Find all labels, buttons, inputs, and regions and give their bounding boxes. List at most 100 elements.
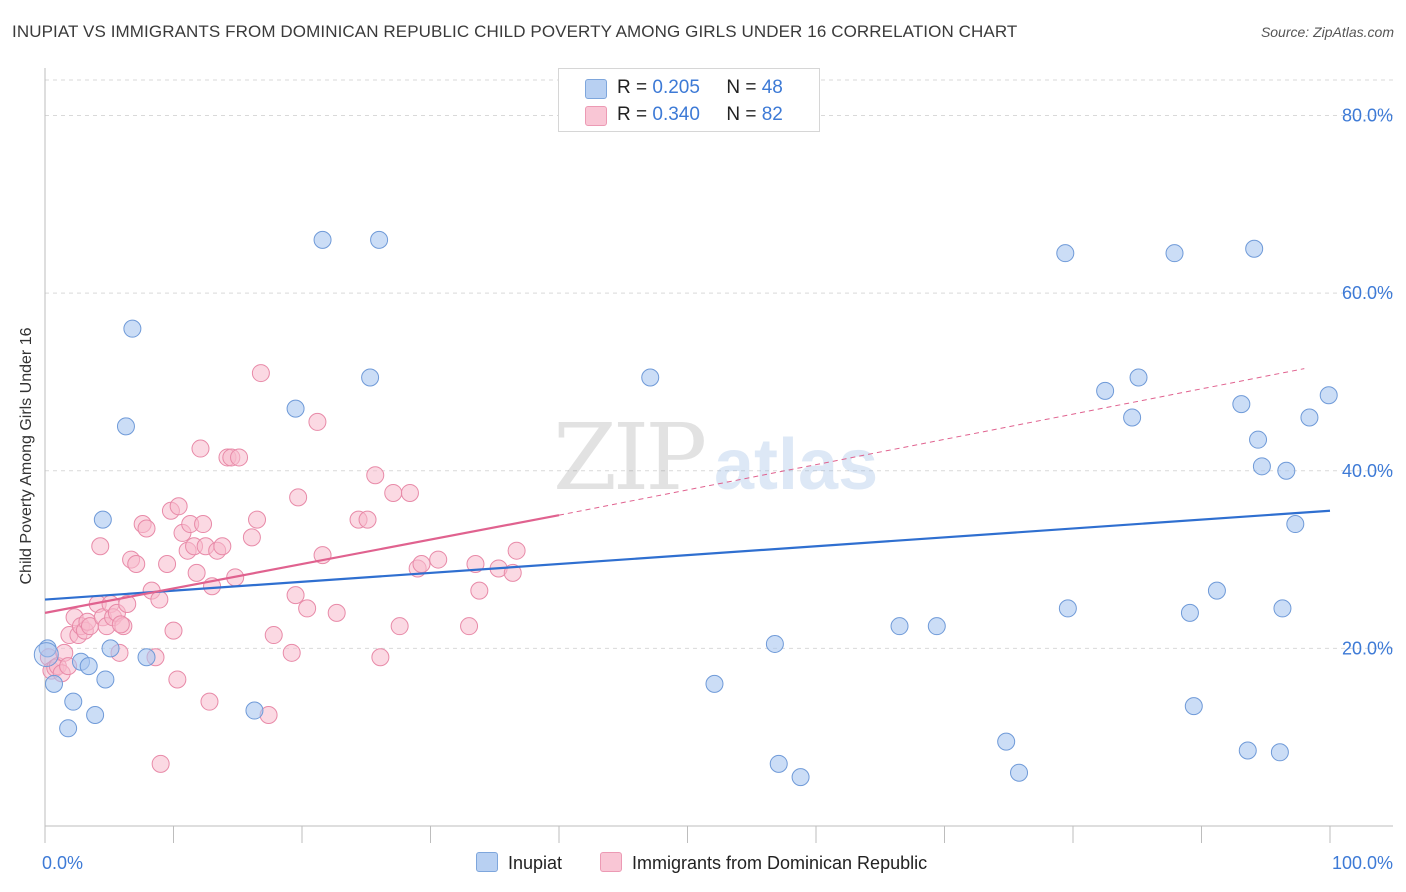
dominican-point xyxy=(470,581,489,600)
dominican-point xyxy=(466,555,485,574)
dominican-point xyxy=(248,510,267,529)
dominican-point xyxy=(460,617,479,636)
inupiat-point xyxy=(1123,408,1142,427)
inupiat-point xyxy=(1010,763,1029,782)
bottom-legend-swatch-inupiat xyxy=(476,852,498,872)
inupiat-point xyxy=(1319,386,1338,405)
inupiat-point xyxy=(93,510,112,529)
bottom-legend-dominican: Immigrants from Dominican Republic xyxy=(600,852,927,874)
inupiat-point xyxy=(890,617,909,636)
inupiat-point xyxy=(1286,515,1305,534)
dominican-point xyxy=(164,621,183,640)
dominican-point xyxy=(289,488,308,507)
inupiat-point xyxy=(769,754,788,773)
dominican-point xyxy=(194,515,213,534)
inupiat-point xyxy=(64,692,83,711)
dominican-point xyxy=(118,594,137,613)
y-tick-label: 60.0% xyxy=(1342,283,1393,303)
y-tick-label: 40.0% xyxy=(1342,461,1393,481)
y-tick-label: 80.0% xyxy=(1342,106,1393,126)
watermark-zip: ZIP xyxy=(553,404,704,511)
dominican-point xyxy=(251,364,270,383)
dominican-point xyxy=(169,497,188,516)
dominican-point xyxy=(390,617,409,636)
inupiat-point xyxy=(1207,581,1226,600)
inupiat-point xyxy=(123,319,142,338)
dominican-point xyxy=(400,483,419,502)
legend-r-value: 0.340 xyxy=(652,104,700,125)
dominican-point xyxy=(371,648,390,667)
dominican-point xyxy=(264,626,283,645)
inupiat-point xyxy=(101,639,120,658)
dominican-point xyxy=(230,448,249,467)
inupiat-point xyxy=(96,670,115,689)
inupiat-point xyxy=(1249,430,1268,449)
dominican-point xyxy=(366,466,385,485)
x-tick-label: 0.0% xyxy=(42,853,83,873)
legend-n-label: N = xyxy=(726,104,757,125)
inupiat-point xyxy=(116,417,135,436)
dominican-trend-extension xyxy=(558,368,1305,516)
dominican-point xyxy=(308,412,327,431)
dominican-point xyxy=(168,670,187,689)
inupiat-point xyxy=(1058,599,1077,618)
inupiat-point xyxy=(137,648,156,667)
legend: R = 0.205 N = 48 R = 0.340 N = 82 xyxy=(558,68,820,132)
grid-lines xyxy=(45,79,1393,649)
dominican-point xyxy=(200,692,219,711)
y-tick-label: 20.0% xyxy=(1342,638,1393,658)
bottom-legend-label: Immigrants from Dominican Republic xyxy=(632,853,928,873)
inupiat-point xyxy=(1252,457,1271,476)
legend-r-label: R = xyxy=(617,77,648,98)
inupiat-point xyxy=(1180,603,1199,622)
watermark: ZIP atlas xyxy=(553,404,878,511)
inupiat-point xyxy=(1238,741,1257,760)
inupiat-point xyxy=(370,230,389,249)
legend-swatch-inupiat xyxy=(585,79,607,99)
dominican-point xyxy=(327,603,346,622)
inupiat-point xyxy=(86,705,105,724)
dominican-point xyxy=(429,550,448,569)
inupiat-point xyxy=(286,399,305,418)
legend-n-label: N = xyxy=(726,77,757,98)
inupiat-point xyxy=(33,642,59,668)
inupiat-points xyxy=(33,230,1338,787)
trend-lines xyxy=(44,368,1331,614)
inupiat-point xyxy=(59,719,78,738)
dominican-point xyxy=(151,754,170,773)
dominican-point xyxy=(242,528,261,547)
bottom-legend-label: Inupiat xyxy=(508,853,563,873)
inupiat-point xyxy=(641,368,660,387)
dominican-point xyxy=(191,439,210,458)
dominican-point xyxy=(384,483,403,502)
watermark-atlas: atlas xyxy=(714,425,878,505)
x-tick-label: 100.0% xyxy=(1332,853,1393,873)
inupiat-point xyxy=(1232,395,1251,414)
inupiat-point xyxy=(1270,743,1289,762)
inupiat-point xyxy=(1184,697,1203,716)
dominican-point xyxy=(213,537,232,556)
inupiat-point xyxy=(997,732,1016,751)
inupiat-point xyxy=(1273,599,1292,618)
inupiat-point xyxy=(1056,244,1075,263)
bottom-legend-swatch-dominican xyxy=(600,852,622,872)
bottom-legend-inupiat: Inupiat xyxy=(476,852,562,874)
inupiat-point xyxy=(1300,408,1319,427)
dominican-point xyxy=(91,537,110,556)
tick-labels: 20.0% 40.0% 60.0% 80.0% 0.0% 100.0% xyxy=(42,106,1393,873)
dominican-point xyxy=(150,590,169,609)
inupiat-point xyxy=(1165,244,1184,263)
legend-r-label: R = xyxy=(617,104,648,125)
dominican-point xyxy=(282,643,301,662)
dominican-trend-line xyxy=(44,514,560,614)
dominican-point xyxy=(503,563,522,582)
dominican-point xyxy=(127,555,146,574)
legend-r-value: 0.205 xyxy=(652,77,700,98)
dominican-point xyxy=(111,615,130,634)
legend-swatch-dominican xyxy=(585,106,607,126)
dominican-point xyxy=(187,563,206,582)
inupiat-point xyxy=(705,674,724,693)
source-label: Source: ZipAtlas.com xyxy=(1260,24,1394,40)
inupiat-point xyxy=(44,674,63,693)
inupiat-point xyxy=(79,657,98,676)
